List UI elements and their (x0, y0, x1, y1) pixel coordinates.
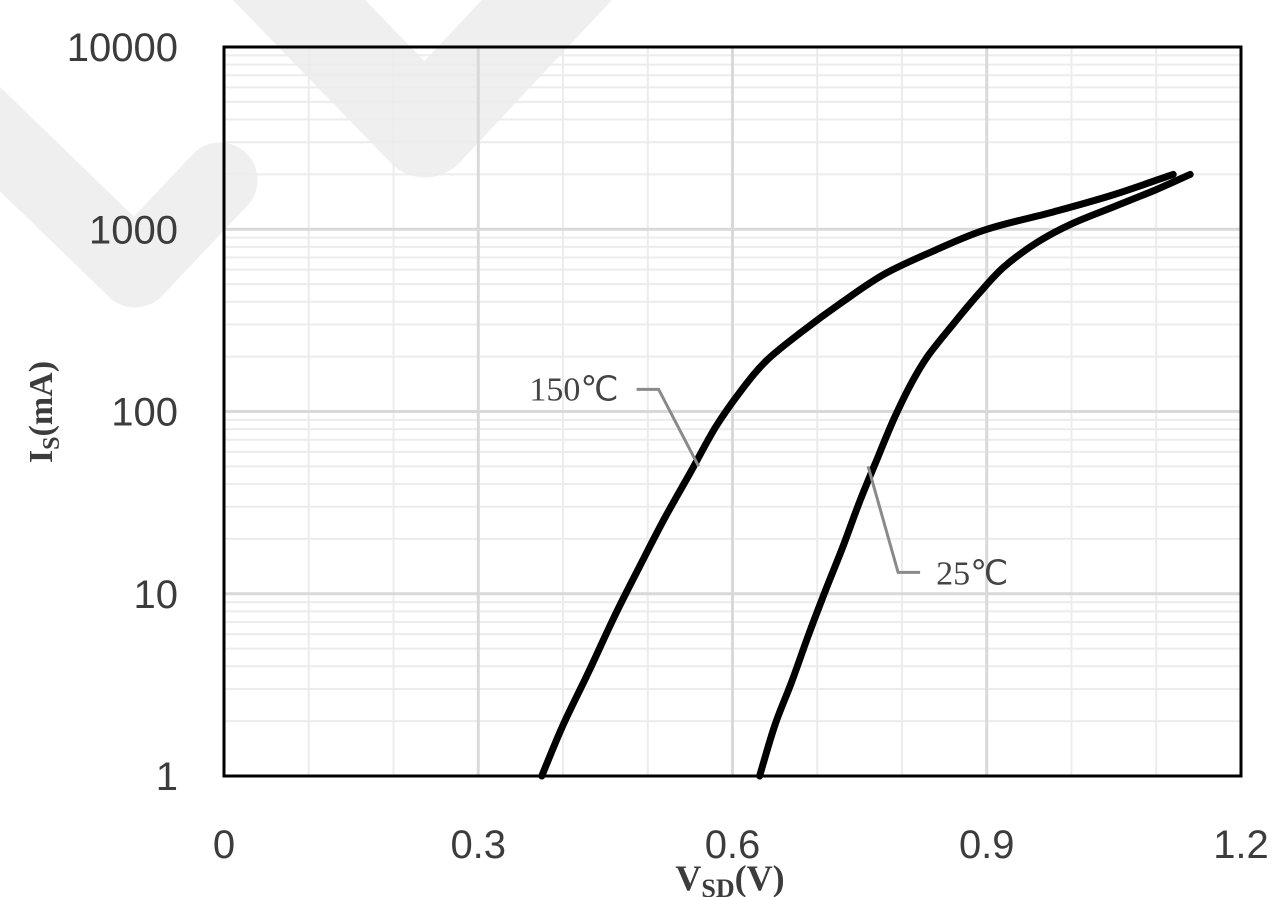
series-annotation: 25℃ (936, 555, 1008, 592)
x-tick-label: 1.2 (1213, 823, 1269, 867)
y-tick-labels: 1 10 100 1000 10000 (67, 26, 178, 799)
y-tick-label: 10000 (67, 26, 178, 70)
x-tick-label: 0.3 (450, 823, 506, 867)
series-line-150c (538, 170, 1177, 780)
annotation-leader (866, 465, 921, 574)
series-layer (538, 170, 1194, 780)
x-tick-label: 0.9 (959, 823, 1015, 867)
y-axis-label: IS(mA) (23, 361, 65, 463)
annotation-layer: 150℃ 25℃ (529, 371, 1008, 592)
x-axis-label: VSD(V) (675, 858, 784, 897)
watermark (0, 0, 612, 308)
series-annotation: 150℃ (529, 371, 618, 408)
x-tick-label: 0.6 (705, 823, 761, 867)
plot-frame (222, 45, 1243, 778)
series-line-25c (756, 170, 1194, 780)
x-tick-labels: 0 0.3 0.6 0.9 1.2 (213, 823, 1269, 867)
annotation-leader (636, 387, 700, 468)
y-tick-label: 100 (111, 391, 178, 435)
y-tick-label: 10 (134, 573, 179, 617)
x-tick-label: 0 (213, 823, 235, 867)
y-tick-label: 1 (156, 755, 178, 799)
y-tick-label: 1000 (89, 208, 178, 252)
